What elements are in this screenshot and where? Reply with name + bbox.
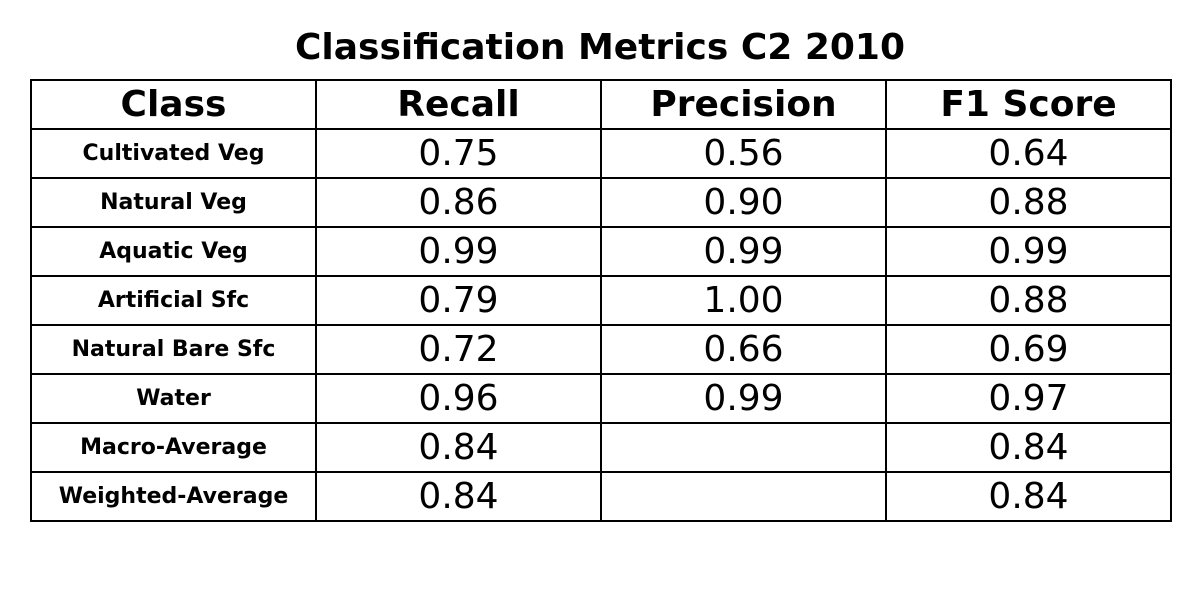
class-cell: Natural Bare Sfc (30, 324, 317, 375)
f1-score-cell: 0.99 (885, 226, 1172, 277)
table-row: Artificial Sfc 0.79 1.00 0.88 (30, 275, 1172, 326)
column-header-recall: Recall (315, 79, 602, 130)
table-row: Weighted-Average 0.84 0.84 (30, 471, 1172, 522)
table-row: Natural Veg 0.86 0.90 0.88 (30, 177, 1172, 228)
recall-cell: 0.96 (315, 373, 602, 424)
recall-cell: 0.84 (315, 471, 602, 522)
class-cell: Aquatic Veg (30, 226, 317, 277)
precision-cell: 1.00 (600, 275, 887, 326)
precision-cell: 0.99 (600, 226, 887, 277)
f1-score-cell: 0.84 (885, 422, 1172, 473)
class-cell: Artificial Sfc (30, 275, 317, 326)
f1-score-cell: 0.84 (885, 471, 1172, 522)
table-row: Macro-Average 0.84 0.84 (30, 422, 1172, 473)
column-header-precision: Precision (600, 79, 887, 130)
class-cell: Cultivated Veg (30, 128, 317, 179)
class-cell: Water (30, 373, 317, 424)
table-row: Cultivated Veg 0.75 0.56 0.64 (30, 128, 1172, 179)
precision-cell: 0.66 (600, 324, 887, 375)
header-row: Class Recall Precision F1 Score (30, 79, 1172, 130)
table-row: Aquatic Veg 0.99 0.99 0.99 (30, 226, 1172, 277)
recall-cell: 0.72 (315, 324, 602, 375)
f1-score-cell: 0.64 (885, 128, 1172, 179)
recall-cell: 0.99 (315, 226, 602, 277)
precision-cell: 0.99 (600, 373, 887, 424)
chart-title: Classification Metrics C2 2010 (294, 27, 906, 68)
metrics-table: Class Recall Precision F1 Score Cultivat… (30, 79, 1172, 522)
table-row: Water 0.96 0.99 0.97 (30, 373, 1172, 424)
column-header-class: Class (30, 79, 317, 130)
recall-cell: 0.84 (315, 422, 602, 473)
recall-cell: 0.75 (315, 128, 602, 179)
recall-cell: 0.86 (315, 177, 602, 228)
precision-cell: 0.56 (600, 128, 887, 179)
f1-score-cell: 0.69 (885, 324, 1172, 375)
f1-score-cell: 0.88 (885, 275, 1172, 326)
table-row: Natural Bare Sfc 0.72 0.66 0.69 (30, 324, 1172, 375)
f1-score-cell: 0.97 (885, 373, 1172, 424)
class-cell: Macro-Average (30, 422, 317, 473)
column-header-f1-score: F1 Score (885, 79, 1172, 130)
precision-cell: 0.90 (600, 177, 887, 228)
class-cell: Weighted-Average (30, 471, 317, 522)
recall-cell: 0.79 (315, 275, 602, 326)
precision-cell (600, 471, 887, 522)
f1-score-cell: 0.88 (885, 177, 1172, 228)
class-cell: Natural Veg (30, 177, 317, 228)
precision-cell (600, 422, 887, 473)
